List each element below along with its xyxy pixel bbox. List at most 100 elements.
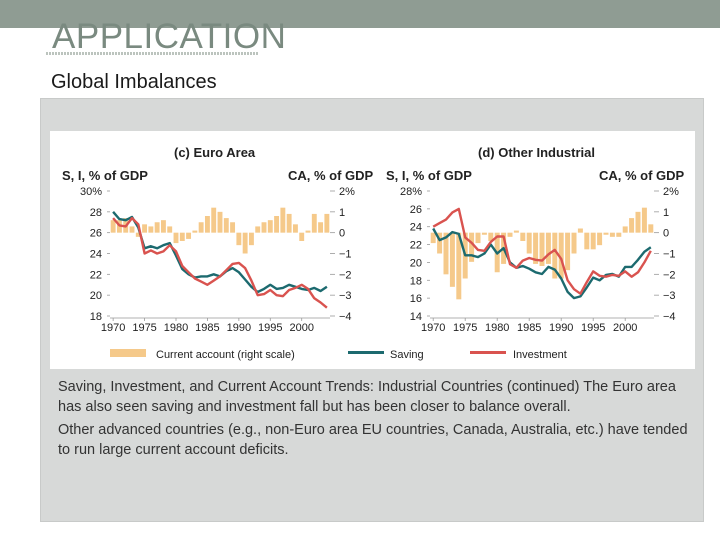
chart-d-title: (d) Other Industrial — [478, 145, 595, 160]
chart-d-ca-bar — [539, 232, 545, 266]
title-underline — [46, 52, 258, 55]
chart-c-ca-bar — [223, 218, 229, 233]
slide-title: APPLICATION — [52, 17, 287, 56]
chart-svg: (c) Euro Area (d) Other Industrial S, I,… — [62, 145, 685, 361]
legend-investment-label: Investment — [513, 349, 567, 361]
chart-d-ca-bar — [641, 207, 647, 233]
chart-d-x-tick-label: 1975 — [453, 322, 477, 334]
chart-c-ca-bar — [192, 230, 198, 233]
chart-c-ca-bar — [154, 222, 160, 233]
chart-c-investment-line — [112, 216, 328, 309]
chart-d-ca-bar — [648, 224, 654, 233]
chart-d-ca-bar — [565, 232, 571, 271]
chart-c-ca-bar — [292, 224, 298, 233]
chart-c-ca-bar — [186, 232, 192, 239]
slide-caption: Saving, Investment, and Current Account … — [58, 377, 688, 463]
caption-paragraph-1: Saving, Investment, and Current Account … — [58, 379, 676, 415]
chart-d-left-tick-label: 14 — [410, 311, 422, 323]
chart-d-ca-bar — [577, 228, 583, 233]
chart-c-right-tick-label: −1 — [339, 249, 352, 261]
chart-d-left-axis-label: S, I, % of GDP — [386, 168, 472, 183]
legend-saving-label: Saving — [390, 349, 424, 361]
chart-d-right-tick-label: −1 — [663, 249, 676, 261]
chart-c-left-tick-label: 26 — [90, 228, 102, 240]
chart-figure: (c) Euro Area (d) Other Industrial S, I,… — [50, 131, 695, 369]
chart-c-ca-bar — [299, 232, 305, 241]
chart-c-ca-bar — [211, 207, 217, 233]
chart-c-x-tick-label: 2000 — [289, 322, 313, 334]
chart-d-ca-bar — [622, 226, 628, 233]
chart-d-right-tick-label: −3 — [663, 290, 676, 302]
chart-c-left-tick-label: 28 — [90, 207, 102, 219]
chart-c-ca-bar — [160, 220, 166, 233]
chart-c-ca-bar — [324, 213, 330, 233]
chart-d-ca-bar — [597, 232, 603, 246]
chart-d-ca-bar — [629, 218, 635, 233]
chart-c-ca-bar — [204, 216, 210, 233]
chart-d-ca-bar — [488, 232, 494, 241]
chart-d-investment-line — [432, 207, 652, 295]
chart-d-ca-bar — [545, 232, 551, 264]
slide-subtitle: Global Imbalances — [51, 71, 217, 93]
chart-d-left-tick-label: 18 — [410, 275, 422, 287]
chart-c-right-tick-label: −3 — [339, 290, 352, 302]
chart-c-ca-bar — [198, 222, 204, 233]
chart-c-ca-bar — [173, 232, 179, 244]
chart-d-ca-bar — [449, 232, 455, 287]
chart-d-ca-bar — [437, 232, 443, 254]
chart-c-ca-bar — [280, 207, 286, 233]
chart-c-ca-bar — [148, 226, 154, 233]
chart-d-ca-bar — [584, 232, 590, 250]
chart-c-left-tick-label: 22 — [90, 269, 102, 281]
chart-d-ca-bar — [609, 232, 615, 237]
chart-d-ca-bar — [430, 232, 436, 244]
chart-d-x-tick-label: 1995 — [581, 322, 605, 334]
chart-c-ca-bar — [236, 232, 242, 246]
legend-current-account-label: Current account (right scale) — [156, 349, 295, 361]
chart-d-right-tick-label: −2 — [663, 269, 676, 281]
chart-d-ca-bar — [507, 232, 513, 237]
chart-d-ca-bar — [520, 232, 526, 241]
chart-d-right-tick-label: 1 — [663, 207, 669, 219]
chart-d-x-tick-label: 2000 — [613, 322, 637, 334]
chart-c-x-tick-label: 1970 — [101, 322, 125, 334]
legend-investment-swatch — [470, 351, 506, 354]
legend-current-account-swatch — [110, 349, 146, 357]
chart-c-title: (c) Euro Area — [174, 145, 256, 160]
chart-c-left-axis-label: S, I, % of GDP — [62, 168, 148, 183]
chart-c-x-tick-label: 1975 — [132, 322, 156, 334]
chart-c-ca-bar — [267, 220, 273, 233]
chart-d-x-tick-label: 1980 — [485, 322, 509, 334]
chart-d-ca-bar — [571, 232, 577, 254]
chart-legend: Current account (right scale) Saving Inv… — [110, 349, 567, 361]
chart-d-left-tick-label: 20 — [410, 257, 422, 269]
chart-c-x-tick-label: 1985 — [195, 322, 219, 334]
chart-c-right-axis-label: CA, % of GDP — [288, 168, 374, 183]
chart-d-right-tick-label: −4 — [663, 311, 676, 323]
chart-d-ca-bar — [513, 230, 519, 233]
chart-c-ca-bar — [167, 226, 173, 233]
chart-d-right-tick-label: 0 — [663, 228, 669, 240]
chart-d-ca-bar — [533, 232, 539, 264]
chart-d-ca-bar — [443, 232, 449, 275]
chart-d-left-tick-label: 22 — [410, 240, 422, 252]
chart-c-ca-bar — [135, 232, 141, 237]
chart-d-ca-bar — [635, 211, 641, 233]
chart-c-ca-bar — [274, 216, 280, 233]
chart-d-right-tick-label: 2% — [663, 186, 679, 198]
chart-c-left-tick-label: 30% — [80, 186, 102, 198]
chart-c-ca-bar — [179, 232, 185, 241]
chart-c-ca-bar — [311, 213, 317, 233]
chart-c-ca-bar — [248, 232, 254, 246]
chart-c-right-tick-label: 2% — [339, 186, 355, 198]
chart-c-left-tick-label: 20 — [90, 290, 102, 302]
chart-c-ca-bar — [286, 213, 292, 233]
chart-d-ca-bar — [481, 232, 487, 235]
chart-c-ca-bar — [305, 230, 311, 233]
chart-d-ca-bar — [616, 232, 622, 237]
chart-c-ca-bar — [129, 226, 135, 233]
chart-d-ca-bar — [590, 232, 596, 250]
chart-c-ca-bar — [318, 222, 324, 233]
chart-d-left-tick-label: 16 — [410, 293, 422, 305]
chart-d-x-tick-label: 1985 — [517, 322, 541, 334]
